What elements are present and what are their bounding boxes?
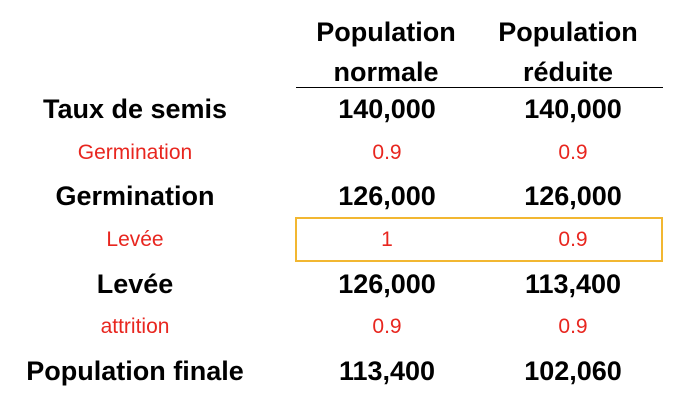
table-row: attrition 0.9 0.9	[0, 305, 699, 349]
header-population-reduite: Population réduite	[478, 12, 658, 92]
row-label: Germination	[77, 141, 193, 164]
value-normale: 0.9	[372, 141, 402, 164]
table-row: Levée 126,000 113,400	[0, 262, 699, 306]
value-reduite: 113,400	[524, 269, 622, 299]
value-reduite: 0.9	[558, 141, 588, 164]
table-row: Levée 1 0.9	[0, 218, 699, 262]
value-reduite: 140,000	[524, 94, 622, 124]
row-label: Germination	[55, 181, 215, 211]
value-reduite: 0.9	[558, 315, 588, 338]
table-row: Germination 126,000 126,000	[0, 174, 699, 218]
table-row: Germination 0.9 0.9	[0, 131, 699, 175]
value-normale: 1	[381, 228, 393, 251]
value-normale: 113,400	[338, 356, 436, 386]
value-normale: 0.9	[372, 315, 402, 338]
header-divider	[296, 87, 663, 88]
table-row: Population finale 113,400 102,060	[0, 349, 699, 393]
header-line: Population	[498, 17, 638, 47]
row-label: Levée	[106, 228, 164, 251]
header-line: réduite	[522, 57, 614, 87]
row-label: Taux de semis	[42, 94, 228, 124]
highlight-box	[295, 217, 663, 262]
value-reduite: 102,060	[524, 356, 622, 386]
value-reduite: 0.9	[558, 228, 588, 251]
row-label: Levée	[96, 269, 174, 299]
row-label: Population finale	[26, 356, 244, 386]
row-label: attrition	[100, 315, 170, 338]
value-normale: 140,000	[338, 94, 436, 124]
header-line: Population	[316, 17, 456, 47]
table-row: Taux de semis 140,000 140,000	[0, 87, 699, 131]
value-normale: 126,000	[338, 181, 436, 211]
value-reduite: 126,000	[524, 181, 622, 211]
value-normale: 126,000	[338, 269, 436, 299]
header-line: normale	[333, 57, 439, 87]
header-population-normale: Population normale	[296, 12, 476, 92]
